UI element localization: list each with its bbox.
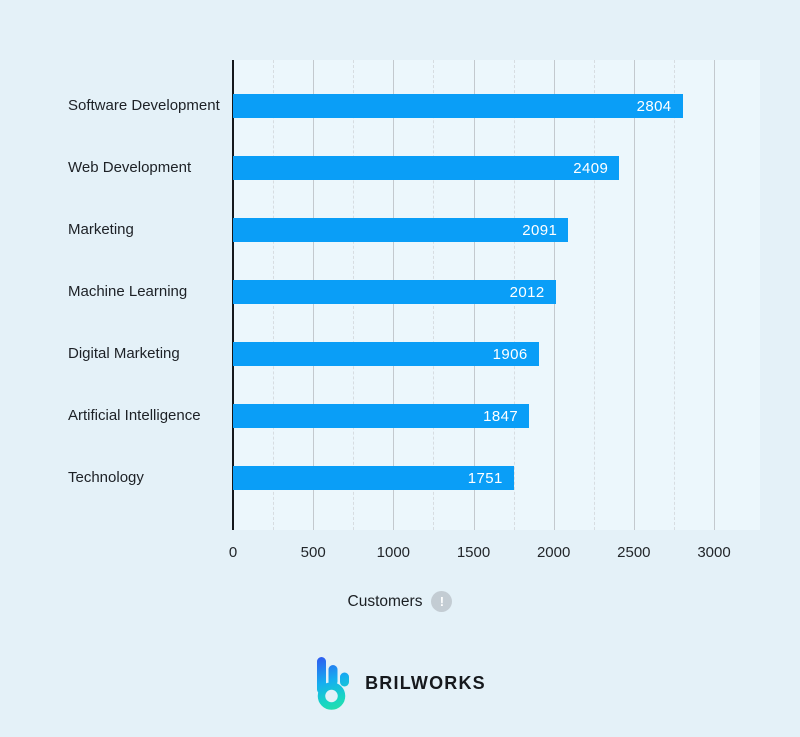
bar-value-label: 2012 [509,283,545,301]
x-axis-tick-label: 500 [300,544,326,561]
bar: 2804 [233,94,683,118]
x-axis-tick-label: 1000 [376,544,411,561]
bar: 2012 [233,280,556,304]
x-axis-tick-label: 2500 [617,544,651,561]
bar: 1906 [233,342,539,366]
gridline-minor [593,60,595,530]
x-axis-tick-label: 2000 [536,544,571,561]
brand-name: BRILWORKS [365,672,486,693]
bar-value-label: 1751 [467,469,503,487]
bar-value-label: 2409 [573,159,609,177]
plot-area: 2804 2409 2091 2012 1906 1847 1751 [232,60,760,530]
category-label: Digital Marketing [68,345,180,362]
category-label: Machine Learning [68,283,188,300]
category-label: Software Development [68,97,220,114]
bar-value-label: 1906 [492,345,528,363]
gridline-major [633,60,635,530]
x-axis-tick-label: 3000 [697,544,731,561]
x-axis-title-label: Customers [347,592,423,610]
x-axis-title: Customers ! [0,591,800,612]
bar: 1847 [233,404,530,428]
bar-value-label: 2091 [522,221,558,239]
category-label: Artificial Intelligence [68,407,201,424]
category-label: Technology [68,469,144,486]
category-label: Web Development [68,159,192,176]
x-axis-tick-label: 1500 [456,544,491,561]
bar: 2409 [233,156,620,180]
brand-footer: BRILWORKS [0,656,800,710]
brilworks-logo-icon [317,657,350,710]
bar: 1751 [233,466,514,490]
x-axis-tick-label: 0 [228,544,238,561]
category-label: Marketing [68,221,134,238]
gridline-major [714,60,715,530]
bar-value-label: 2804 [636,97,672,115]
bar: 2091 [233,218,569,242]
gridline-minor [673,60,675,530]
info-icon[interactable]: ! [431,591,453,612]
bar-value-label: 1847 [483,407,519,425]
